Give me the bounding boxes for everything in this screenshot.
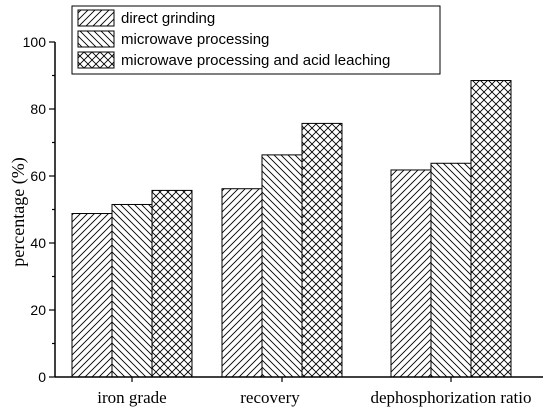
x-tick-label: recovery <box>240 388 300 407</box>
legend-swatch <box>77 51 115 69</box>
legend-label: direct grinding <box>121 10 215 27</box>
y-tick-label: 40 <box>30 235 46 251</box>
bar-dephosphorization-ratio-series-1 <box>390 169 432 378</box>
legend-box <box>71 5 441 75</box>
y-tick-label: 20 <box>30 302 46 318</box>
legend-label: microwave processing and acid leaching <box>121 52 390 69</box>
bar-recovery-series-1 <box>221 188 263 378</box>
bar-dephosphorization-ratio-series-3 <box>470 80 512 378</box>
bars-group <box>71 80 512 378</box>
y-tick-label: 60 <box>30 168 46 184</box>
legend-swatch <box>77 9 115 27</box>
bar-iron-grade-series-2 <box>111 203 153 378</box>
legend-label: microwave processing <box>121 31 269 48</box>
legend: direct grinding microwave processing micro… <box>71 5 441 75</box>
y-tick-label: 100 <box>23 34 47 50</box>
y-axis-label: percentage (%) <box>8 157 29 266</box>
bar-iron-grade-series-3 <box>151 189 193 378</box>
bar-recovery-series-3 <box>301 122 343 378</box>
bar-dephosphorization-ratio-series-2 <box>430 162 472 378</box>
y-tick-label: 80 <box>30 101 46 117</box>
y-axis: 0 20 40 60 80 100 <box>23 34 56 385</box>
legend-swatch <box>77 30 115 48</box>
bar-iron-grade-series-1 <box>71 213 113 378</box>
x-tick-label: iron grade <box>97 388 166 407</box>
x-tick-label: dephosphorization ratio <box>371 388 532 407</box>
y-tick-label: 0 <box>38 369 46 385</box>
x-axis: iron grade recovery dephosphorization rati… <box>55 376 543 407</box>
bar-recovery-series-2 <box>261 154 303 378</box>
